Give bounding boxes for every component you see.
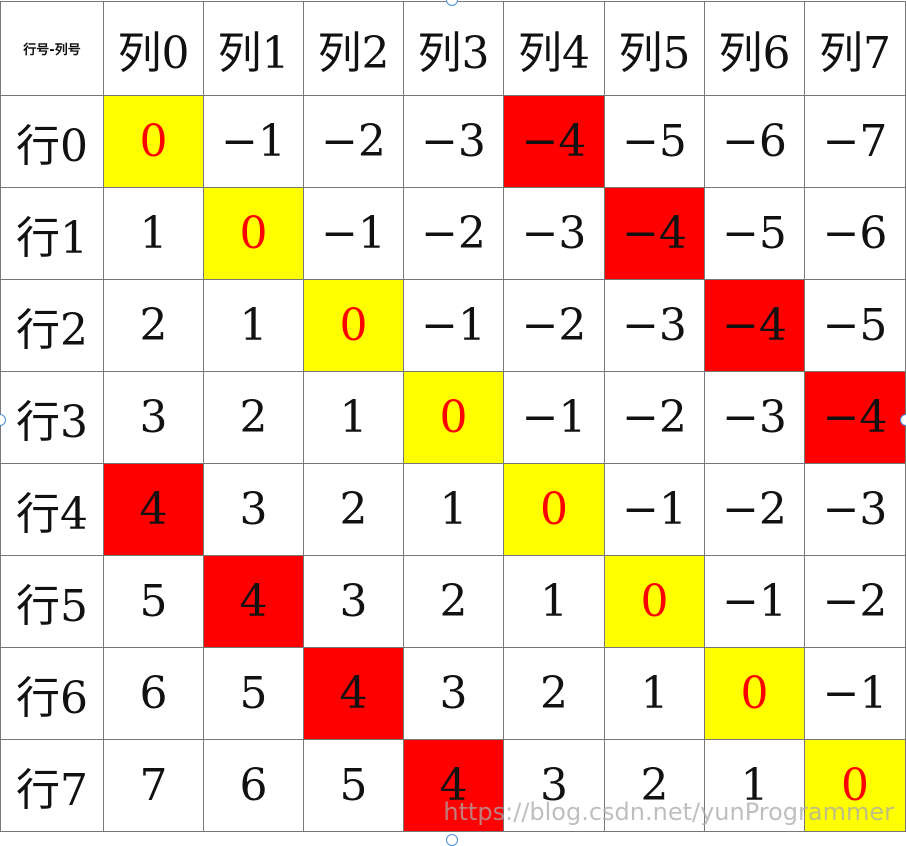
table-cell: 0 (303, 279, 404, 372)
table-cell: 1 (103, 187, 204, 280)
table-cell: −1 (804, 647, 906, 740)
table-cell: −2 (804, 555, 906, 648)
table-cell: −2 (604, 371, 705, 464)
table-cell: 3 (403, 647, 504, 740)
resize-handle-bottom[interactable] (446, 834, 458, 846)
table-body: 行0 0 −1 −2 −3 −4 −5 −6 −7 行1 1 0 −1 −2 −3 −4 −5 −6 行2 2 1 0 −1… (0, 95, 906, 832)
row-header: 行7 (0, 739, 104, 832)
table-cell: 2 (604, 739, 705, 832)
row-header: 行2 (0, 279, 104, 372)
table-cell: 5 (203, 647, 304, 740)
table-cell: −3 (604, 279, 705, 372)
table-cell: −3 (403, 95, 504, 188)
row-header: 行0 (0, 95, 104, 188)
column-header: 列5 (604, 1, 705, 96)
table-row: 行2 2 1 0 −1 −2 −3 −4 −5 (0, 279, 906, 372)
row-header: 行6 (0, 647, 104, 740)
column-header: 列3 (403, 1, 504, 96)
table-cell: −2 (403, 187, 504, 280)
table-cell: −1 (503, 371, 605, 464)
table-cell: −7 (804, 95, 906, 188)
table-cell: 1 (503, 555, 605, 648)
table-cell: −1 (704, 555, 805, 648)
table-cell: −3 (804, 463, 906, 556)
table-cell: 2 (503, 647, 605, 740)
table-cell: −1 (303, 187, 404, 280)
column-header: 列6 (704, 1, 805, 96)
table-cell: −4 (604, 187, 705, 280)
table-row: 行5 5 4 3 2 1 0 −1 −2 (0, 555, 906, 648)
table-cell: −6 (804, 187, 906, 280)
table-cell: 0 (604, 555, 705, 648)
table-cell: 0 (503, 463, 605, 556)
table-row: 行6 6 5 4 3 2 1 0 −1 (0, 647, 906, 740)
table-cell: 1 (303, 371, 404, 464)
table-cell: 3 (303, 555, 404, 648)
table-cell: 1 (704, 739, 805, 832)
table-cell: 1 (604, 647, 705, 740)
table-cell: 4 (303, 647, 404, 740)
table-cell: 1 (403, 463, 504, 556)
table-cell: 2 (403, 555, 504, 648)
table-cell: 0 (804, 739, 906, 832)
table-cell: 7 (103, 739, 204, 832)
table-cell: −2 (704, 463, 805, 556)
table-cell: 1 (203, 279, 304, 372)
table-cell: 3 (203, 463, 304, 556)
table-cell: −2 (503, 279, 605, 372)
table-cell: 4 (203, 555, 304, 648)
column-header: 列0 (103, 1, 204, 96)
table-cell: −5 (804, 279, 906, 372)
row-header: 行5 (0, 555, 104, 648)
table-cell: 4 (103, 463, 204, 556)
table-row: 行3 3 2 1 0 −1 −2 −3 −4 (0, 371, 906, 464)
table-row: 行7 7 6 5 4 3 2 1 0 (0, 739, 906, 832)
table-cell: −6 (704, 95, 805, 188)
watermark-text: https://blog.csdn.net/yunProgrammer (443, 798, 894, 826)
table-cell: −3 (704, 371, 805, 464)
table-row: 行0 0 −1 −2 −3 −4 −5 −6 −7 (0, 95, 906, 188)
table-row: 行1 1 0 −1 −2 −3 −4 −5 −6 (0, 187, 906, 280)
table-cell: −1 (203, 95, 304, 188)
resize-handle-right[interactable] (900, 414, 906, 426)
table-cell: −1 (403, 279, 504, 372)
column-header: 列2 (303, 1, 404, 96)
table-cell: 3 (103, 371, 204, 464)
table-cell: 2 (103, 279, 204, 372)
header-row: 行号-列号 列0 列1 列2 列3 列4 列5 列6 列7 (0, 1, 906, 96)
table-cell: −1 (604, 463, 705, 556)
row-header: 行4 (0, 463, 104, 556)
table-cell: 5 (303, 739, 404, 832)
table-cell: 3 (503, 739, 605, 832)
table-cell: 2 (203, 371, 304, 464)
table-cell: 5 (103, 555, 204, 648)
row-header: 行1 (0, 187, 104, 280)
table-cell: −3 (503, 187, 605, 280)
row-header: 行3 (0, 371, 104, 464)
table-cell: 2 (303, 463, 404, 556)
column-header: 列1 (203, 1, 304, 96)
column-header: 列4 (503, 1, 605, 96)
table-cell: −2 (303, 95, 404, 188)
table-cell: −5 (604, 95, 705, 188)
table-cell: −4 (704, 279, 805, 372)
table-cell: 0 (103, 95, 204, 188)
table-cell: 4 (403, 739, 504, 832)
table-cell: −4 (804, 371, 906, 464)
table-cell: −4 (503, 95, 605, 188)
table-cell: 0 (403, 371, 504, 464)
column-header: 列7 (804, 1, 906, 96)
table-cell: 6 (103, 647, 204, 740)
table-cell: 0 (203, 187, 304, 280)
corner-label: 行号-列号 (0, 1, 104, 96)
table-cell: −5 (704, 187, 805, 280)
table-row: 行4 4 3 2 1 0 −1 −2 −3 (0, 463, 906, 556)
table-cell: 0 (704, 647, 805, 740)
table-cell: 6 (203, 739, 304, 832)
